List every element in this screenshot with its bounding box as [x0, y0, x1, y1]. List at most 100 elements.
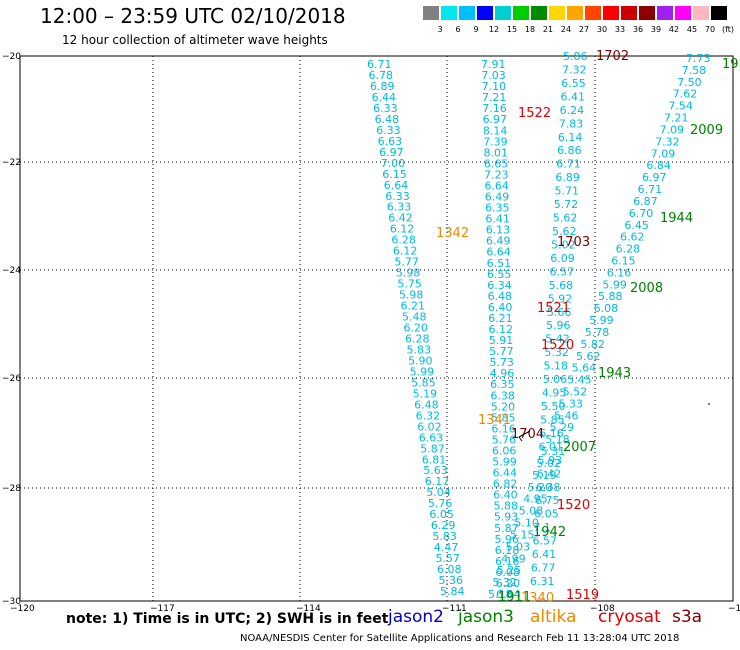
track-3: 5.867.326.556.416.247.836.146.866.716.89…	[530, 50, 588, 588]
wave-height-value: 6.71	[367, 58, 392, 71]
lat-tick-label: −20	[2, 52, 21, 62]
wave-height-value: 6.33	[385, 190, 410, 203]
wave-height-value: 6.28	[616, 243, 641, 256]
lat-tick-label: −22	[2, 158, 21, 168]
wave-height-value: 5.72	[554, 198, 579, 211]
pass-time-label: 1703	[557, 235, 590, 250]
wave-height-value: 6.16	[539, 427, 564, 440]
wave-height-value: 6.42	[388, 212, 413, 225]
wave-height-value: 6.16	[495, 555, 520, 568]
legend-s3a: s3a	[672, 607, 703, 627]
wave-height-value: 6.97	[642, 171, 667, 184]
wave-height-value: 5.86	[563, 50, 588, 63]
pass-time-label: 1520	[557, 498, 590, 513]
wave-height-value: 5.31	[541, 445, 566, 458]
wave-height-value: 6.14	[558, 131, 583, 144]
wave-height-value: 7.16	[482, 102, 507, 115]
wave-height-value: 5.19	[413, 387, 438, 400]
wave-height-value: 5.25	[497, 564, 522, 577]
wave-height-value: 6.49	[486, 235, 511, 248]
pass-time-label: 1911	[498, 590, 531, 605]
wave-height-value: 7.50	[677, 76, 702, 89]
wave-height-value: 7.73	[686, 52, 711, 65]
wave-height-value: 6.84	[646, 159, 671, 172]
lat-tick-label: −26	[2, 374, 21, 384]
wave-height-value: 5.92	[548, 292, 573, 305]
scale-label: 39	[650, 25, 662, 34]
wave-height-value: 5.83	[407, 343, 432, 356]
scale-label: 15	[506, 25, 518, 34]
wave-height-value: 6.06	[492, 444, 517, 457]
pass-time-label: 2009	[690, 123, 723, 138]
wave-height-value: 5.98	[399, 289, 424, 302]
wave-height-value: 6.20	[496, 577, 521, 590]
scale-label: 33	[614, 25, 626, 34]
wave-height-value: 6.49	[485, 191, 510, 204]
pass-time-label: 19	[722, 57, 739, 72]
wave-height-value: 5.50	[541, 400, 566, 413]
wave-height-value: 6.33	[373, 102, 398, 115]
wave-height-value: 5.87	[494, 522, 519, 535]
wave-height-value: 7.03	[481, 69, 506, 82]
track-1: 6.716.786.896.446.336.486.336.636.977.00…	[367, 58, 465, 598]
wave-height-value: 6.64	[486, 246, 511, 259]
wave-height-value: 6.08	[437, 563, 462, 576]
wave-height-value: 6.57	[533, 535, 558, 548]
scale-swatch	[459, 6, 475, 20]
wave-height-value: 6.63	[378, 135, 403, 148]
wave-height-value: 6.28	[405, 332, 430, 345]
wave-height-value: 6.44	[493, 467, 518, 480]
lon-tick-label: −120	[10, 604, 35, 614]
wave-height-value: 6.44	[372, 91, 397, 104]
scale-label: 27	[578, 25, 590, 34]
wave-height-value: 5.29	[550, 421, 575, 434]
pass-time-label: 1704	[511, 427, 544, 442]
scale-label: 12	[488, 25, 500, 34]
wave-height-value: 5.10	[514, 517, 539, 530]
scale-label: 6	[455, 25, 461, 34]
wave-height-value: 6.12	[489, 323, 514, 336]
wave-height-value: 5.85	[540, 413, 565, 426]
pass-time-label: 1522	[518, 106, 551, 121]
wave-height-value: 5.52	[563, 386, 588, 399]
pass-time-label: 1342	[436, 226, 469, 241]
scale-label: 45	[686, 25, 698, 34]
wave-height-value: 6.15	[382, 168, 407, 181]
wave-height-value: 5.83	[432, 530, 457, 543]
scale-label: 9	[473, 25, 479, 34]
wave-height-value: 6.16	[607, 266, 632, 279]
wave-height-value: 6.28	[391, 234, 416, 247]
scale-swatch	[477, 6, 493, 20]
wave-height-value: 5.84	[440, 585, 465, 598]
scale-swatch	[549, 6, 565, 20]
wave-height-value: 5.62	[552, 225, 577, 238]
wave-height-value: 7.21	[664, 112, 689, 125]
wave-height-value: 7.39	[483, 135, 508, 148]
wave-height-value: 6.15	[611, 254, 636, 267]
wave-height-value: 5.06	[543, 373, 568, 386]
wave-height-value: 6.24	[560, 104, 585, 117]
wave-height-value: 8.14	[483, 124, 508, 137]
wave-height-value: 5.78	[585, 326, 610, 339]
scale-swatch	[711, 6, 727, 20]
wave-height-value: 6.41	[485, 213, 510, 226]
scale-swatch	[675, 6, 691, 20]
wave-height-value: 6.31	[530, 575, 555, 588]
wave-height-value: 5.76	[428, 497, 453, 510]
wave-height-value: 6.77	[531, 562, 556, 575]
wave-height-value: 5.02	[551, 238, 576, 251]
chart-subtitle: 12 hour collection of altimeter wave hei…	[62, 33, 328, 47]
pass-time-label: 1943	[598, 366, 631, 381]
pass-time-label: 2007	[563, 440, 596, 455]
scale-unit: (ft)	[721, 25, 735, 34]
lon-tick-label: −108	[590, 604, 615, 614]
scale-swatch	[585, 6, 601, 20]
wave-height-value: 4.95	[542, 387, 567, 400]
wave-height-value: 5.99	[410, 365, 435, 378]
scale-label: 3	[437, 25, 443, 34]
wave-height-value: 6.64	[496, 588, 521, 601]
wave-height-value: 5.18	[545, 433, 570, 446]
wave-height-value: 6.64	[484, 179, 509, 192]
pass-time-label: 1519	[566, 588, 599, 603]
